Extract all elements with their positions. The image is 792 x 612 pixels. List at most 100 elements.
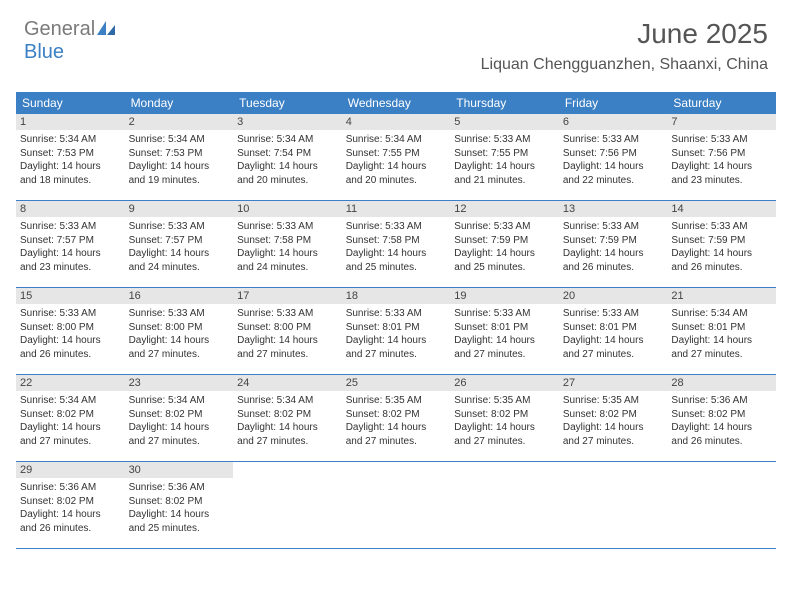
day-cell: 22Sunrise: 5:34 AMSunset: 8:02 PMDayligh…	[16, 375, 125, 461]
daylight-text: Daylight: 14 hours	[346, 421, 447, 435]
daylight-text: and 26 minutes.	[671, 261, 772, 275]
daylight-text: Daylight: 14 hours	[563, 160, 664, 174]
sunset-text: Sunset: 8:02 PM	[129, 408, 230, 422]
day-number: 20	[559, 288, 668, 304]
weekday-header: Saturday	[667, 92, 776, 114]
sunset-text: Sunset: 8:01 PM	[346, 321, 447, 335]
daylight-text: and 26 minutes.	[671, 435, 772, 449]
day-number: 23	[125, 375, 234, 391]
weekday-header: Monday	[125, 92, 234, 114]
daylight-text: and 27 minutes.	[20, 435, 121, 449]
day-number: 25	[342, 375, 451, 391]
logo: GeneralBlue	[24, 18, 115, 64]
sunrise-text: Sunrise: 5:33 AM	[237, 220, 338, 234]
daylight-text: Daylight: 14 hours	[563, 247, 664, 261]
sunset-text: Sunset: 7:53 PM	[20, 147, 121, 161]
sunset-text: Sunset: 7:57 PM	[129, 234, 230, 248]
daylight-text: Daylight: 14 hours	[129, 334, 230, 348]
day-cell: 30Sunrise: 5:36 AMSunset: 8:02 PMDayligh…	[125, 462, 234, 548]
daylight-text: Daylight: 14 hours	[237, 160, 338, 174]
day-number: 17	[233, 288, 342, 304]
daylight-text: Daylight: 14 hours	[129, 247, 230, 261]
sunrise-text: Sunrise: 5:34 AM	[20, 394, 121, 408]
sunrise-text: Sunrise: 5:36 AM	[129, 481, 230, 495]
logo-text: GeneralBlue	[24, 18, 115, 64]
daylight-text: Daylight: 14 hours	[20, 334, 121, 348]
daylight-text: and 21 minutes.	[454, 174, 555, 188]
sunrise-text: Sunrise: 5:33 AM	[454, 307, 555, 321]
sunset-text: Sunset: 7:55 PM	[454, 147, 555, 161]
daylight-text: Daylight: 14 hours	[671, 334, 772, 348]
daylight-text: Daylight: 14 hours	[454, 334, 555, 348]
sunrise-text: Sunrise: 5:34 AM	[346, 133, 447, 147]
sunset-text: Sunset: 8:00 PM	[237, 321, 338, 335]
day-cell: 26Sunrise: 5:35 AMSunset: 8:02 PMDayligh…	[450, 375, 559, 461]
day-cell: 10Sunrise: 5:33 AMSunset: 7:58 PMDayligh…	[233, 201, 342, 287]
location-text: Liquan Chengguanzhen, Shaanxi, China	[481, 56, 768, 74]
empty-day-cell	[667, 462, 776, 548]
daylight-text: Daylight: 14 hours	[563, 334, 664, 348]
day-cell: 17Sunrise: 5:33 AMSunset: 8:00 PMDayligh…	[233, 288, 342, 374]
day-number: 2	[125, 114, 234, 130]
daylight-text: and 27 minutes.	[346, 435, 447, 449]
daylight-text: and 20 minutes.	[237, 174, 338, 188]
daylight-text: and 27 minutes.	[454, 348, 555, 362]
weekday-header: Friday	[559, 92, 668, 114]
daylight-text: and 25 minutes.	[129, 522, 230, 536]
logo-sail-icon	[97, 18, 115, 41]
daylight-text: and 27 minutes.	[129, 435, 230, 449]
day-cell: 4Sunrise: 5:34 AMSunset: 7:55 PMDaylight…	[342, 114, 451, 200]
day-number: 16	[125, 288, 234, 304]
daylight-text: and 27 minutes.	[346, 348, 447, 362]
empty-day-cell	[233, 462, 342, 548]
day-cell: 1Sunrise: 5:34 AMSunset: 7:53 PMDaylight…	[16, 114, 125, 200]
day-number: 24	[233, 375, 342, 391]
daylight-text: Daylight: 14 hours	[129, 421, 230, 435]
sunset-text: Sunset: 8:00 PM	[20, 321, 121, 335]
daylight-text: and 25 minutes.	[346, 261, 447, 275]
sunset-text: Sunset: 8:02 PM	[20, 495, 121, 509]
sunrise-text: Sunrise: 5:34 AM	[129, 133, 230, 147]
day-cell: 6Sunrise: 5:33 AMSunset: 7:56 PMDaylight…	[559, 114, 668, 200]
daylight-text: Daylight: 14 hours	[20, 421, 121, 435]
daylight-text: Daylight: 14 hours	[454, 160, 555, 174]
daylight-text: and 18 minutes.	[20, 174, 121, 188]
day-cell: 25Sunrise: 5:35 AMSunset: 8:02 PMDayligh…	[342, 375, 451, 461]
daylight-text: and 23 minutes.	[671, 174, 772, 188]
day-cell: 8Sunrise: 5:33 AMSunset: 7:57 PMDaylight…	[16, 201, 125, 287]
day-number: 14	[667, 201, 776, 217]
day-number: 11	[342, 201, 451, 217]
daylight-text: Daylight: 14 hours	[237, 247, 338, 261]
sunrise-text: Sunrise: 5:35 AM	[346, 394, 447, 408]
sunset-text: Sunset: 7:59 PM	[454, 234, 555, 248]
sunrise-text: Sunrise: 5:36 AM	[20, 481, 121, 495]
day-number: 12	[450, 201, 559, 217]
day-cell: 14Sunrise: 5:33 AMSunset: 7:59 PMDayligh…	[667, 201, 776, 287]
day-number: 28	[667, 375, 776, 391]
weekday-header: Thursday	[450, 92, 559, 114]
sunrise-text: Sunrise: 5:33 AM	[237, 307, 338, 321]
sunrise-text: Sunrise: 5:34 AM	[20, 133, 121, 147]
sunrise-text: Sunrise: 5:33 AM	[671, 133, 772, 147]
sunset-text: Sunset: 7:58 PM	[237, 234, 338, 248]
sunrise-text: Sunrise: 5:33 AM	[454, 133, 555, 147]
sunset-text: Sunset: 8:01 PM	[454, 321, 555, 335]
daylight-text: and 27 minutes.	[671, 348, 772, 362]
sunrise-text: Sunrise: 5:33 AM	[20, 307, 121, 321]
day-cell: 7Sunrise: 5:33 AMSunset: 7:56 PMDaylight…	[667, 114, 776, 200]
daylight-text: and 24 minutes.	[129, 261, 230, 275]
sunset-text: Sunset: 7:56 PM	[671, 147, 772, 161]
sunrise-text: Sunrise: 5:33 AM	[563, 220, 664, 234]
day-number: 5	[450, 114, 559, 130]
sunset-text: Sunset: 8:02 PM	[671, 408, 772, 422]
daylight-text: Daylight: 14 hours	[671, 160, 772, 174]
daylight-text: and 26 minutes.	[20, 522, 121, 536]
day-cell: 15Sunrise: 5:33 AMSunset: 8:00 PMDayligh…	[16, 288, 125, 374]
day-cell: 23Sunrise: 5:34 AMSunset: 8:02 PMDayligh…	[125, 375, 234, 461]
week-row: 1Sunrise: 5:34 AMSunset: 7:53 PMDaylight…	[16, 114, 776, 201]
sunset-text: Sunset: 8:02 PM	[237, 408, 338, 422]
sunset-text: Sunset: 8:02 PM	[454, 408, 555, 422]
daylight-text: Daylight: 14 hours	[20, 160, 121, 174]
daylight-text: Daylight: 14 hours	[346, 247, 447, 261]
sunrise-text: Sunrise: 5:34 AM	[237, 394, 338, 408]
